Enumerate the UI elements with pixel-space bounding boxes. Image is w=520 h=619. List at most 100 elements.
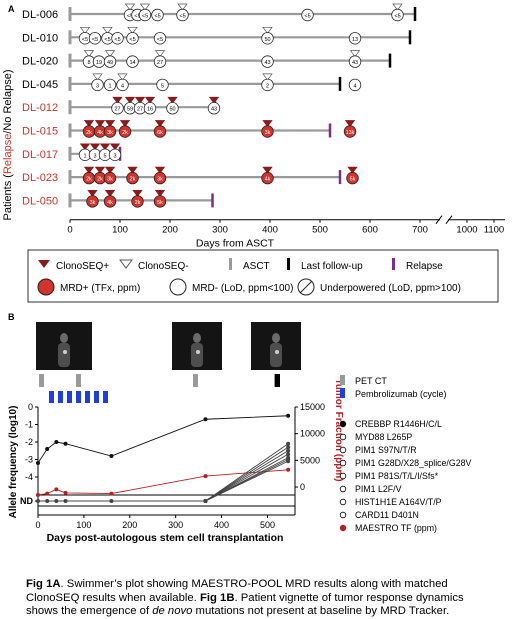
patient-id: DL-017 [22, 149, 58, 161]
series-point [203, 417, 208, 422]
figure-caption: Fig 1A. Swimmer’s plot showing MAESTRO-P… [26, 578, 496, 619]
panel-b: B 0 -1 -2 -3 -4 ND 15000 10000 5000 0 0 100 200 300 400… [8, 312, 472, 544]
mrd-circle [261, 171, 274, 185]
legend-pet-ct-symbol [340, 375, 345, 385]
legend-series-label: CREBBP R1446H/C/L [355, 419, 442, 429]
clonoseq-pos-marker [124, 96, 136, 104]
mrd-circle [86, 195, 99, 208]
legend-label: Underpowered (LoD, ppm>100) [320, 283, 461, 294]
mrd-value: 3 [93, 153, 96, 159]
legend-label: ASCT [243, 261, 270, 272]
mrd-value: 4 [353, 83, 356, 89]
mrd-value: 27 [137, 107, 143, 113]
mrd-value: 2k [97, 177, 103, 183]
mrd-value: 3k [107, 130, 113, 136]
patient-id: DL-010 [22, 32, 58, 44]
pet-ct-marker-last [275, 374, 280, 387]
patient-id: DL-012 [22, 102, 58, 114]
clonoseq-neg-marker [127, 26, 138, 34]
clonoseq-pos-marker [94, 166, 106, 174]
pembrolizumab-marker [103, 391, 108, 403]
mrd-value: 3k [90, 200, 96, 206]
mrd-circle [151, 8, 164, 22]
mrd-circle [138, 8, 152, 22]
clonoseq-pos-marker [87, 190, 98, 197]
mrd-circle [301, 8, 314, 22]
mrd-circle [153, 171, 167, 185]
y-axis-title: Patients (Relapse/No Relapse) [2, 69, 14, 220]
series-point [286, 413, 291, 418]
mrd-value: <5 [134, 14, 140, 20]
legend-series-label: PIM1 G28D/X28_splice/G28V [355, 458, 472, 468]
pembrolizumab-marker [49, 391, 54, 403]
x-axis-title: Days post-autologous stem cell transplan… [47, 532, 284, 544]
legend-series-symbol [339, 472, 347, 480]
mrd-circle [261, 55, 274, 68]
pembrolizumab-marker [67, 391, 72, 403]
legend-clonoseq-pos-symbol [38, 260, 50, 268]
patient-id: DL-006 [22, 9, 58, 21]
legend-label: Pembrolizumab (cycle) [355, 389, 447, 399]
y-axis-title-part: Relapse [2, 134, 14, 174]
axis-break-1 [435, 215, 443, 224]
mrd-value: 43 [352, 60, 358, 66]
clonoseq-neg-marker [92, 73, 103, 81]
series-point [203, 474, 208, 479]
mrd-circle [156, 78, 169, 92]
x-tick-label: 400 [262, 225, 278, 236]
panel-b-label: B [8, 312, 15, 322]
mrd-value: 5k [157, 200, 163, 206]
patient-id: DL-050 [22, 195, 58, 207]
clonoseq-neg-marker [104, 50, 116, 58]
clonoseq-pos-marker [132, 190, 143, 197]
mrd-value: 19 [96, 60, 102, 66]
mrd-value: <5 [394, 14, 400, 20]
mrd-circle [391, 8, 404, 22]
clonoseq-pos-marker [83, 166, 95, 174]
pet-ct-marker [76, 374, 81, 387]
series-line [205, 460, 289, 502]
clonoseq-pos-marker [89, 143, 101, 151]
clonoseq-pos-marker [154, 190, 166, 197]
x-tick-label: 0 [35, 520, 40, 530]
legend-mrd-neg-symbol [169, 278, 187, 296]
x-tick-label: 0 [67, 225, 72, 236]
legend-series-label: MAESTRO TF (ppm) [355, 523, 437, 533]
x-tick-label: 100 [76, 520, 91, 530]
series-point [286, 459, 291, 464]
legend-series-label: CARD11 D401N [355, 510, 419, 520]
legend-series-symbol [339, 524, 347, 532]
scan-body [191, 343, 203, 367]
series-point [286, 445, 291, 450]
mrd-value: <5 [127, 14, 133, 20]
left-tick-label: -1 [25, 420, 33, 430]
mrd-circle [346, 171, 359, 185]
mrd-circle [176, 8, 189, 22]
series-point [36, 461, 40, 465]
mrd-value: 4k [107, 200, 113, 206]
mrd-circle [126, 171, 139, 185]
legend-last-followup-symbol [287, 258, 290, 270]
clonoseq-neg-marker [102, 26, 113, 34]
mrd-value: <5 [154, 14, 160, 20]
clonoseq-pos-marker [167, 96, 178, 104]
mrd-value: 5 [161, 83, 164, 89]
mrd-circle [153, 195, 167, 208]
series-line [205, 450, 289, 502]
series-point [63, 441, 68, 446]
mrd-circle [207, 101, 221, 115]
pembrolizumab-marker [58, 391, 63, 403]
clonoseq-pos-marker [104, 166, 116, 174]
caption-a-text: . Swimmer’s plot showing MAESTRO-POOL MR… [26, 578, 448, 604]
mrd-value: 50 [169, 107, 175, 113]
clonoseq-pos-marker [208, 96, 220, 104]
series-line [205, 446, 289, 502]
mrd-value: 3k [157, 177, 163, 183]
x-tick-label: 100 [112, 225, 128, 236]
clonoseq-neg-marker [349, 50, 361, 58]
mrd-value: 50 [264, 37, 270, 43]
x-axis-title: Days from ASCT [196, 238, 275, 250]
x-tick-label: 500 [260, 520, 275, 530]
mrd-value: 13k [346, 130, 355, 136]
